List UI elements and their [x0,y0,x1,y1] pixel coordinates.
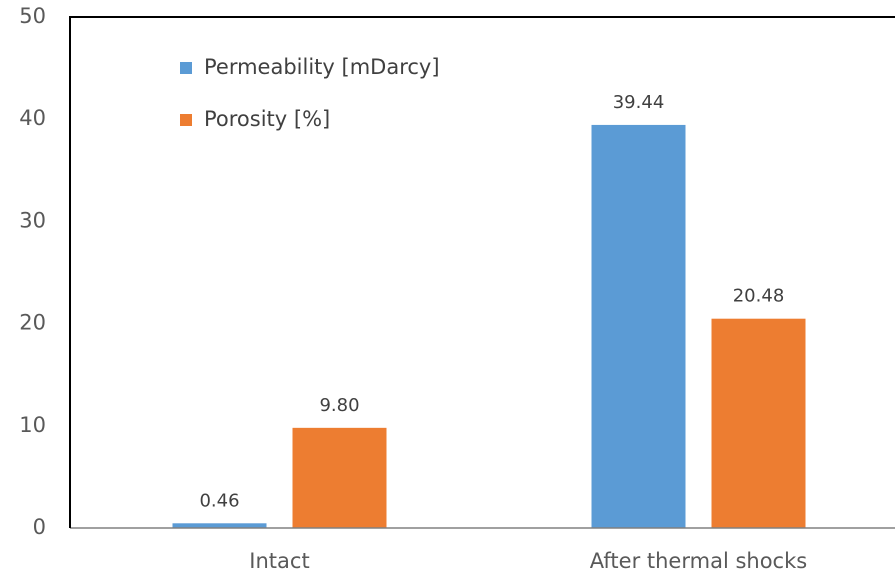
x-tick-label: After thermal shocks [590,549,807,573]
legend-label: Porosity [%] [204,107,330,131]
plot-frame [69,16,895,528]
x-tick-label: Intact [249,549,309,573]
legend-swatch [180,114,192,126]
bar [172,523,267,528]
value-label: 9.80 [319,395,359,416]
y-tick-label: 10 [19,413,46,437]
value-label: 20.48 [733,286,785,307]
y-tick-label: 40 [19,106,46,130]
legend-label: Permeability [mDarcy] [204,55,440,79]
value-label: 39.44 [613,92,665,113]
y-tick-label: 30 [19,208,46,232]
bar [591,124,686,528]
y-tick-label: 0 [33,515,46,539]
value-label: 0.46 [199,490,239,511]
legend-swatch [180,62,192,74]
y-tick-label: 50 [19,4,46,28]
y-tick-label: 20 [19,311,46,335]
bar [292,427,387,528]
bar [711,318,806,528]
